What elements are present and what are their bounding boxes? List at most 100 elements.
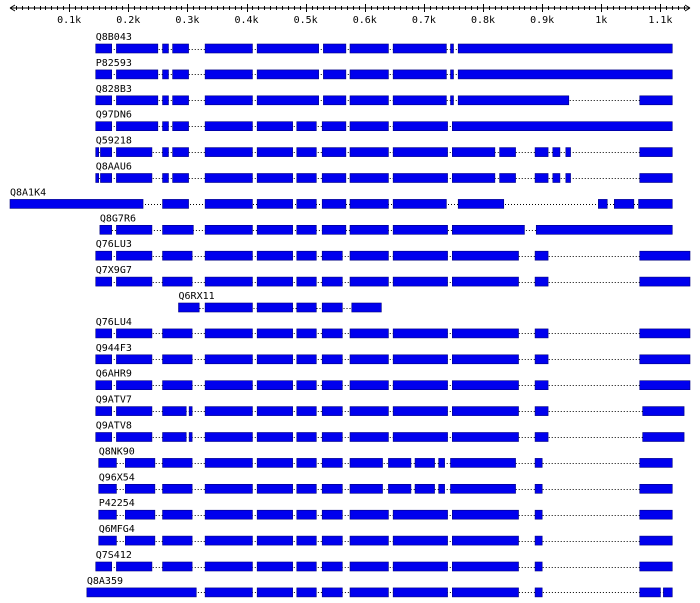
aligned-segment[interactable] (321, 354, 343, 365)
aligned-segment[interactable] (349, 250, 389, 261)
aligned-segment[interactable] (95, 95, 113, 106)
aligned-segment[interactable] (392, 406, 448, 416)
aligned-segment[interactable] (162, 250, 193, 261)
aligned-segment[interactable] (639, 509, 673, 520)
aligned-segment[interactable] (204, 276, 253, 287)
aligned-segment[interactable] (116, 328, 153, 339)
aligned-segment[interactable] (639, 173, 673, 183)
aligned-segment[interactable] (321, 535, 343, 546)
aligned-segment[interactable] (392, 535, 448, 546)
aligned-segment[interactable] (392, 95, 447, 106)
sequence-label[interactable]: Q9ATV7 (96, 395, 132, 406)
aligned-segment[interactable] (162, 432, 187, 442)
aligned-segment[interactable] (451, 354, 519, 365)
aligned-segment[interactable] (534, 406, 549, 416)
aligned-segment[interactable] (116, 432, 153, 442)
aligned-segment[interactable] (178, 302, 200, 313)
aligned-segment[interactable] (321, 561, 343, 572)
sequence-label[interactable]: Q8AAU6 (96, 162, 132, 173)
aligned-segment[interactable] (534, 380, 549, 391)
aligned-segment[interactable] (534, 354, 549, 365)
aligned-segment[interactable] (204, 173, 253, 183)
sequence-label[interactable]: Q6AHR9 (96, 369, 132, 380)
aligned-segment[interactable] (321, 276, 343, 287)
aligned-segment[interactable] (321, 225, 347, 235)
sequence-label[interactable]: Q59218 (96, 136, 132, 147)
aligned-segment[interactable] (172, 69, 189, 80)
sequence-label[interactable]: Q76LU4 (96, 317, 132, 328)
aligned-segment[interactable] (321, 483, 343, 494)
aligned-segment[interactable] (204, 509, 253, 520)
aligned-segment[interactable] (499, 173, 516, 183)
aligned-segment[interactable] (392, 509, 448, 520)
aligned-segment[interactable] (204, 380, 253, 391)
aligned-segment[interactable] (256, 509, 293, 520)
sequence-label[interactable]: Q8B043 (96, 32, 132, 43)
aligned-segment[interactable] (162, 147, 169, 157)
aligned-segment[interactable] (204, 406, 253, 416)
aligned-segment[interactable] (534, 561, 543, 572)
aligned-segment[interactable] (95, 43, 113, 54)
aligned-segment[interactable] (256, 535, 293, 546)
aligned-segment[interactable] (162, 173, 169, 183)
aligned-segment[interactable] (663, 587, 673, 598)
aligned-segment[interactable] (323, 69, 347, 80)
aligned-segment[interactable] (296, 406, 317, 416)
aligned-segment[interactable] (321, 250, 343, 261)
aligned-segment[interactable] (204, 535, 253, 546)
aligned-segment[interactable] (349, 199, 389, 209)
aligned-segment[interactable] (162, 69, 169, 80)
aligned-segment[interactable] (296, 587, 317, 598)
aligned-segment[interactable] (98, 535, 117, 546)
aligned-segment[interactable] (116, 173, 153, 183)
aligned-segment[interactable] (349, 173, 389, 183)
aligned-segment[interactable] (256, 199, 293, 209)
aligned-segment[interactable] (256, 432, 293, 442)
aligned-segment[interactable] (392, 328, 448, 339)
aligned-segment[interactable] (392, 173, 448, 183)
sequence-label[interactable]: P42254 (99, 498, 135, 509)
aligned-segment[interactable] (534, 173, 549, 183)
aligned-segment[interactable] (451, 561, 519, 572)
aligned-segment[interactable] (534, 276, 549, 287)
aligned-segment[interactable] (95, 69, 113, 80)
aligned-segment[interactable] (392, 250, 448, 261)
aligned-segment[interactable] (388, 483, 412, 494)
aligned-segment[interactable] (95, 380, 113, 391)
aligned-segment[interactable] (256, 276, 293, 287)
aligned-segment[interactable] (98, 483, 117, 494)
aligned-segment[interactable] (323, 43, 347, 54)
aligned-segment[interactable] (95, 406, 113, 416)
aligned-segment[interactable] (499, 147, 516, 157)
aligned-segment[interactable] (100, 147, 113, 157)
aligned-segment[interactable] (125, 458, 156, 468)
aligned-segment[interactable] (95, 432, 113, 442)
aligned-segment[interactable] (534, 328, 549, 339)
aligned-segment[interactable] (392, 432, 448, 442)
aligned-segment[interactable] (296, 483, 317, 494)
sequence-label[interactable]: Q7S412 (96, 550, 132, 561)
aligned-segment[interactable] (349, 121, 389, 131)
sequence-label[interactable]: Q76LU3 (96, 239, 132, 250)
sequence-label[interactable]: Q96X54 (99, 472, 135, 483)
aligned-segment[interactable] (457, 199, 505, 209)
aligned-segment[interactable] (116, 276, 153, 287)
aligned-segment[interactable] (451, 535, 519, 546)
aligned-segment[interactable] (642, 432, 685, 442)
aligned-segment[interactable] (414, 458, 435, 468)
aligned-segment[interactable] (116, 406, 153, 416)
aligned-segment[interactable] (256, 483, 293, 494)
aligned-segment[interactable] (296, 328, 317, 339)
aligned-segment[interactable] (388, 458, 412, 468)
aligned-segment[interactable] (321, 121, 347, 131)
aligned-segment[interactable] (256, 225, 293, 235)
aligned-segment[interactable] (162, 95, 169, 106)
aligned-segment[interactable] (450, 483, 516, 494)
aligned-segment[interactable] (349, 535, 389, 546)
aligned-segment[interactable] (125, 483, 156, 494)
aligned-segment[interactable] (639, 95, 673, 106)
aligned-segment[interactable] (256, 250, 293, 261)
aligned-segment[interactable] (95, 561, 113, 572)
aligned-segment[interactable] (639, 483, 673, 494)
aligned-segment[interactable] (95, 328, 113, 339)
